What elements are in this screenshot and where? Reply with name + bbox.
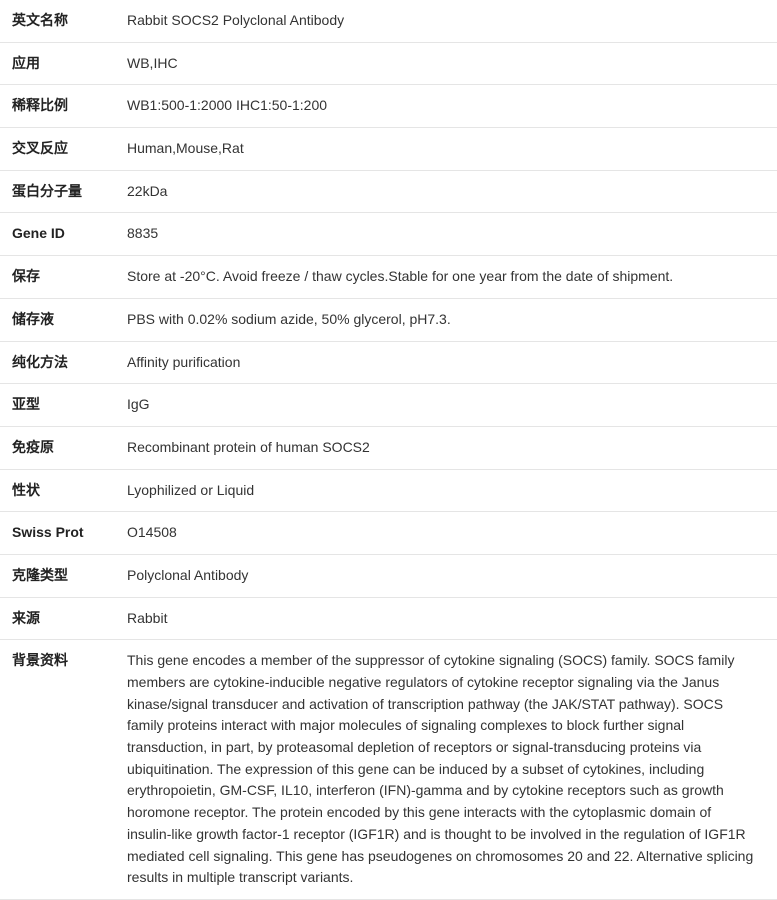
spec-row: 蛋白分子量22kDa: [0, 171, 777, 214]
spec-label: 稀释比例: [12, 95, 127, 116]
spec-table: 英文名称Rabbit SOCS2 Polyclonal Antibody应用WB…: [0, 0, 777, 900]
spec-value: 8835: [127, 223, 765, 245]
spec-value: This gene encodes a member of the suppre…: [127, 650, 765, 889]
spec-value: Lyophilized or Liquid: [127, 480, 765, 502]
spec-row: 应用WB,IHC: [0, 43, 777, 86]
spec-value: Polyclonal Antibody: [127, 565, 765, 587]
spec-label: 应用: [12, 53, 127, 74]
spec-row: 保存Store at -20°C. Avoid freeze / thaw cy…: [0, 256, 777, 299]
spec-label: 来源: [12, 608, 127, 629]
spec-value: Rabbit SOCS2 Polyclonal Antibody: [127, 10, 765, 32]
spec-label: 储存液: [12, 309, 127, 330]
spec-label: 交叉反应: [12, 138, 127, 159]
spec-row: Gene ID8835: [0, 213, 777, 256]
spec-label: 保存: [12, 266, 127, 287]
spec-row: 储存液PBS with 0.02% sodium azide, 50% glyc…: [0, 299, 777, 342]
spec-label: Gene ID: [12, 223, 127, 244]
spec-value: IgG: [127, 394, 765, 416]
spec-value: PBS with 0.02% sodium azide, 50% glycero…: [127, 309, 765, 331]
spec-value: WB1:500-1:2000 IHC1:50-1:200: [127, 95, 765, 117]
spec-row: Swiss ProtO14508: [0, 512, 777, 555]
spec-row: 性状Lyophilized or Liquid: [0, 470, 777, 513]
spec-label: 克隆类型: [12, 565, 127, 586]
spec-value: O14508: [127, 522, 765, 544]
spec-value: Human,Mouse,Rat: [127, 138, 765, 160]
spec-value: Recombinant protein of human SOCS2: [127, 437, 765, 459]
spec-row: 交叉反应Human,Mouse,Rat: [0, 128, 777, 171]
spec-label: 免疫原: [12, 437, 127, 458]
spec-value: Store at -20°C. Avoid freeze / thaw cycl…: [127, 266, 765, 288]
spec-label: 纯化方法: [12, 352, 127, 373]
spec-row: 纯化方法Affinity purification: [0, 342, 777, 385]
spec-label: 亚型: [12, 394, 127, 415]
spec-row: 克隆类型Polyclonal Antibody: [0, 555, 777, 598]
spec-row: 背景资料This gene encodes a member of the su…: [0, 640, 777, 900]
spec-row: 稀释比例WB1:500-1:2000 IHC1:50-1:200: [0, 85, 777, 128]
spec-row: 英文名称Rabbit SOCS2 Polyclonal Antibody: [0, 0, 777, 43]
spec-row: 来源Rabbit: [0, 598, 777, 641]
spec-label: 英文名称: [12, 10, 127, 31]
spec-label: 背景资料: [12, 650, 127, 671]
spec-row: 免疫原Recombinant protein of human SOCS2: [0, 427, 777, 470]
spec-value: 22kDa: [127, 181, 765, 203]
spec-value: Rabbit: [127, 608, 765, 630]
spec-label: 性状: [12, 480, 127, 501]
spec-row: 亚型IgG: [0, 384, 777, 427]
spec-value: WB,IHC: [127, 53, 765, 75]
spec-label: Swiss Prot: [12, 522, 127, 543]
spec-label: 蛋白分子量: [12, 181, 127, 202]
spec-value: Affinity purification: [127, 352, 765, 374]
